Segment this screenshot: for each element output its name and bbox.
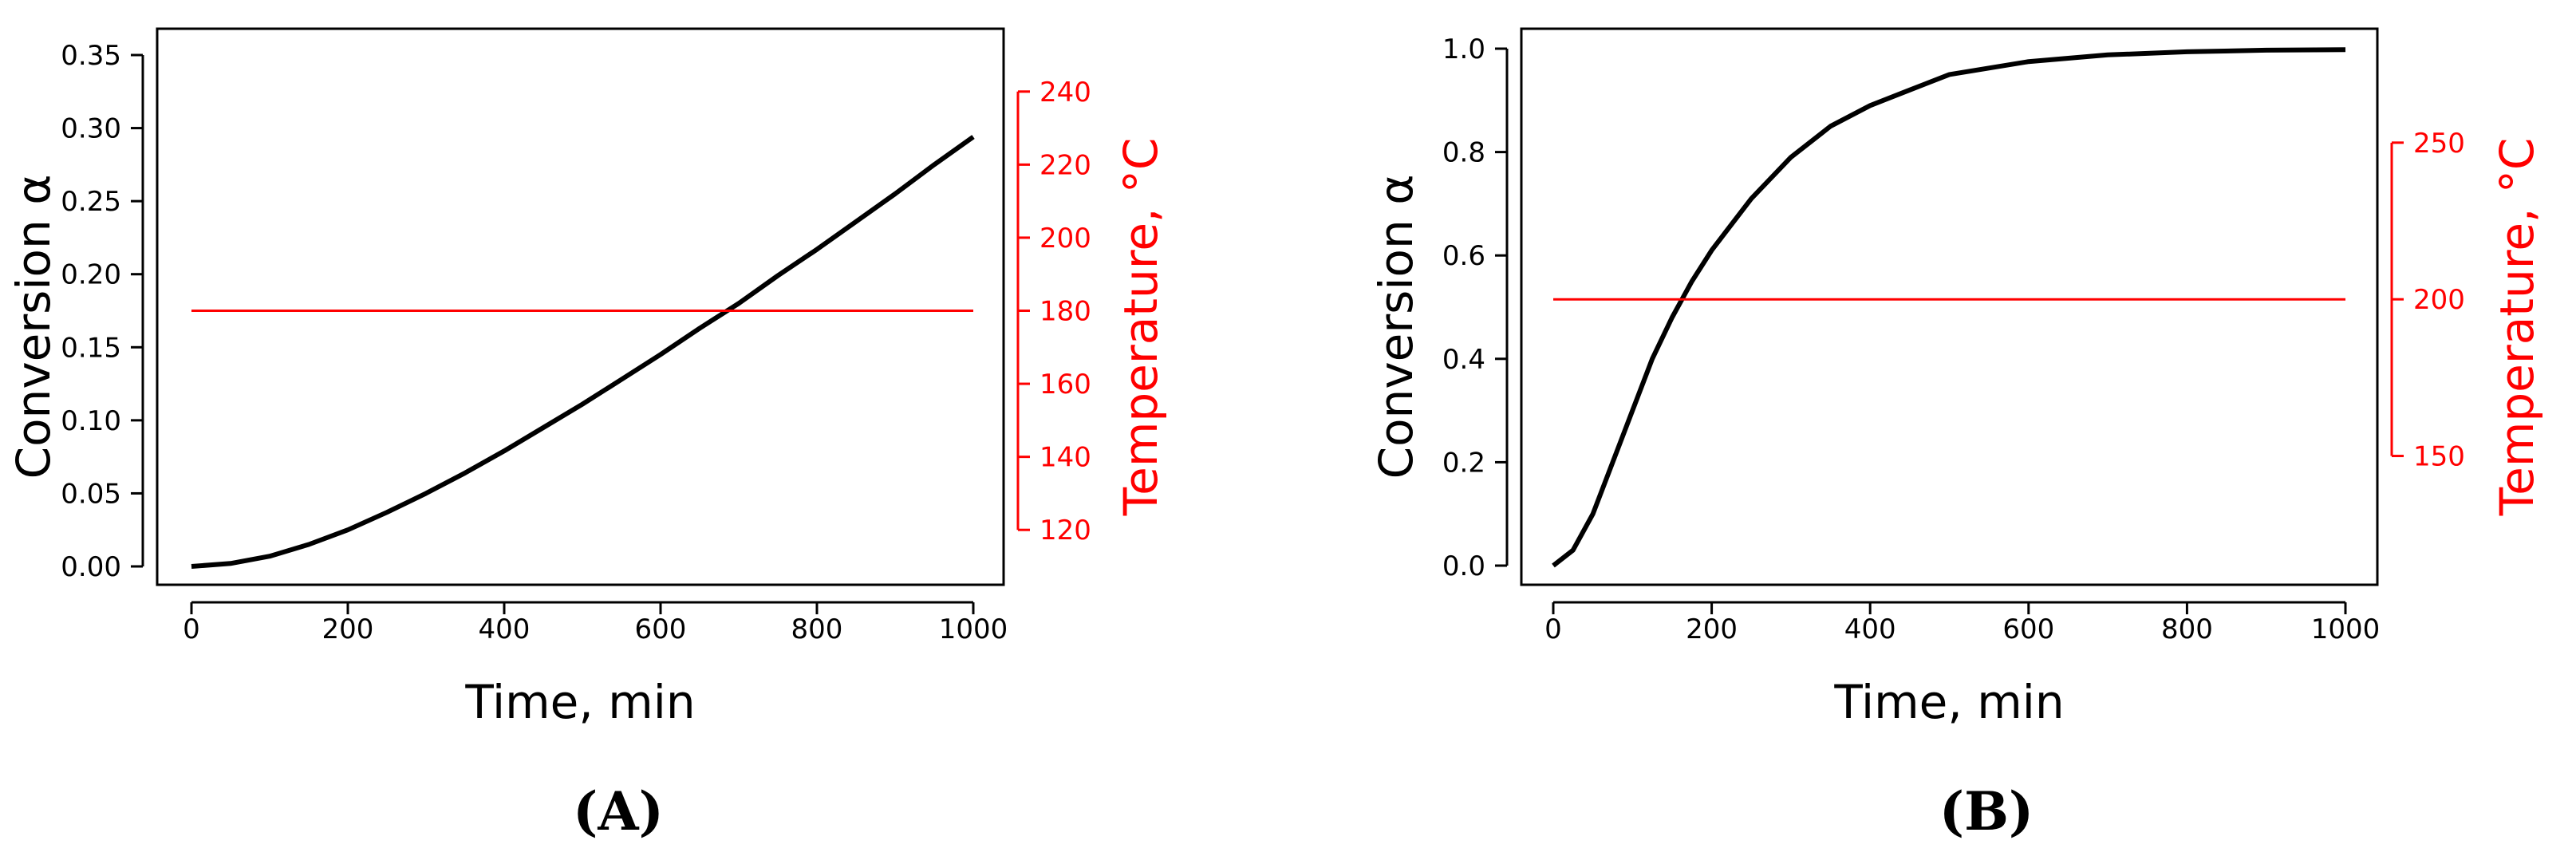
y2-tick-label: 180 [1039, 296, 1091, 328]
y-tick-label: 0.00 [61, 551, 121, 583]
y2-tick-label: 200 [2413, 284, 2465, 316]
y-tick-label: 0.20 [61, 259, 121, 291]
y2-tick-label: 120 [1039, 515, 1091, 546]
y2-tick-label: 240 [1039, 77, 1091, 108]
y2-axis-title: Temperature, °C [2490, 138, 2544, 517]
y2-tick-label: 140 [1039, 442, 1091, 474]
x-tick-label: 0 [1544, 613, 1562, 645]
x-tick-label: 1000 [2311, 613, 2381, 645]
x-tick-label: 0 [183, 613, 200, 645]
chart-panel-b: 0 200 400 600 800 1000 0.0 0.2 0.4 0.6 0.8 1.0 150 20… [1369, 27, 2544, 842]
y2-tick-label: 250 [2413, 128, 2465, 160]
x-tick-label: 200 [1686, 613, 1738, 645]
y-tick-label: 0.2 [1442, 447, 1485, 479]
x-tick-label: 1000 [939, 613, 1008, 645]
conversion-series-line [191, 135, 975, 569]
panel-label: (B) [1939, 780, 2034, 842]
y-axis-title: Conversion α [6, 175, 61, 479]
x-tick-label: 600 [2002, 613, 2054, 645]
y2-tick-label: 220 [1039, 149, 1091, 181]
x-axis-title: Time, min [464, 675, 695, 729]
y-tick-label: 1.0 [1442, 34, 1485, 65]
y2-tick-label: 160 [1039, 369, 1091, 400]
y-tick-label: 0.25 [61, 186, 121, 218]
x-tick-label: 200 [322, 613, 374, 645]
x-tick-label: 400 [1844, 613, 1896, 645]
y-tick-label: 0.4 [1442, 344, 1485, 376]
x-tick-label: 600 [635, 613, 687, 645]
x-axis-title: Time, min [1833, 675, 2064, 729]
x-tick-label: 400 [479, 613, 531, 645]
y-axis-title: Conversion α [1369, 175, 1423, 479]
plot-frame [156, 27, 1005, 586]
x-tick-label: 800 [2161, 613, 2213, 645]
y2-tick-label: 200 [1039, 223, 1091, 254]
panel-label: (A) [573, 780, 664, 842]
y-tick-label: 0.35 [61, 40, 121, 72]
plot-frame [1520, 27, 2379, 586]
y-tick-label: 0.6 [1442, 240, 1485, 272]
conversion-series-line [1552, 47, 2346, 568]
y-tick-label: 0.8 [1442, 137, 1485, 169]
y-tick-label: 0.0 [1442, 550, 1485, 582]
chart-panel-a: 0 200 400 600 800 1000 0.00 0.05 0.10 0.15 0.20 0.2… [6, 27, 1168, 842]
y-tick-label: 0.15 [61, 332, 121, 364]
y-tick-label: 0.05 [61, 478, 121, 510]
y-tick-label: 0.10 [61, 405, 121, 437]
y2-axis-title: Temperature, °C [1114, 138, 1168, 517]
y-tick-label: 0.30 [61, 113, 121, 145]
x-tick-label: 800 [791, 613, 843, 645]
y2-tick-label: 150 [2413, 441, 2465, 473]
